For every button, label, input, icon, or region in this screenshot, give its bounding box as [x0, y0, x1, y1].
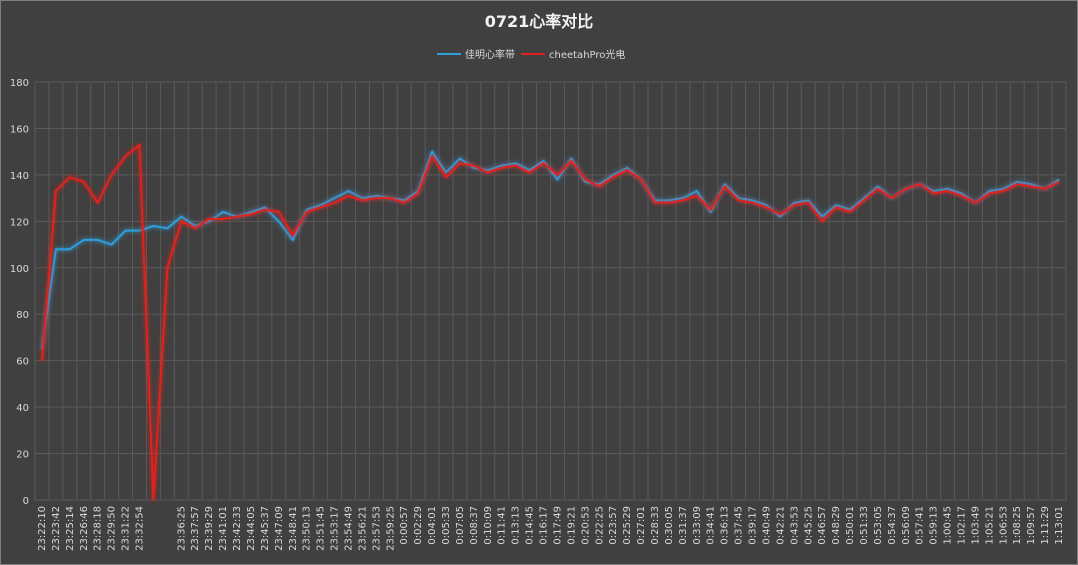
- x-tick-label: 0:56:09: [901, 506, 912, 545]
- x-tick-label: 23:26:46: [79, 506, 90, 551]
- x-tick-label: 0:05:33: [441, 506, 452, 545]
- x-tick-label: 1:06:53: [998, 506, 1009, 545]
- series-line: [41, 143, 1060, 501]
- x-tick-label: 0:25:29: [622, 506, 633, 545]
- x-tick-label: 0:14:45: [525, 506, 536, 545]
- x-tick-label: 0:13:13: [511, 506, 522, 545]
- x-tick-label: 23:54:49: [343, 506, 354, 551]
- y-tick-label: 60: [16, 357, 29, 368]
- x-tick-label: 23:42:33: [232, 506, 243, 551]
- x-tick-label: 1:11:29: [1040, 506, 1051, 545]
- x-tick-label: 0:16:17: [539, 506, 550, 545]
- x-tick-label: 0:04:01: [427, 506, 438, 545]
- x-tick-label: 23:31:22: [121, 506, 132, 551]
- x-tick-label: 23:39:29: [204, 506, 215, 551]
- x-tick-label: 23:22:10: [37, 506, 48, 551]
- x-tick-label: 0:20:53: [580, 506, 591, 545]
- y-tick-label: 0: [23, 496, 29, 507]
- x-tick-label: 0:08:37: [469, 506, 480, 545]
- x-tick-label: 23:51:45: [316, 506, 327, 551]
- x-tick-label: 0:39:17: [748, 506, 759, 545]
- x-tick-label: 23:36:25: [176, 506, 187, 551]
- x-tick-label: 0:48:29: [831, 506, 842, 545]
- x-tick-label: 0:53:05: [873, 506, 884, 545]
- x-tick-label: 0:33:09: [692, 506, 703, 545]
- x-tick-label: 0:51:33: [859, 506, 870, 545]
- x-tick-label: 0:57:41: [915, 506, 926, 545]
- x-tick-label: 0:43:53: [789, 506, 800, 545]
- x-tick-label: 0:10:09: [483, 506, 494, 545]
- x-tick-label: 23:53:17: [330, 506, 341, 551]
- x-tick-label: 0:27:01: [636, 506, 647, 545]
- x-tick-label: 0:22:25: [594, 506, 605, 545]
- x-tick-label: 23:41:01: [218, 506, 229, 551]
- x-tick-label: 23:50:13: [302, 506, 313, 551]
- x-tick-label: 0:19:21: [566, 506, 577, 545]
- legend-label: 佳明心率带: [465, 48, 515, 61]
- x-tick-label: 23:37:57: [190, 506, 201, 551]
- legend-label: cheetahPro光电: [549, 48, 625, 61]
- x-tick-label: 1:02:17: [957, 506, 968, 545]
- x-tick-label: 23:59:25: [385, 506, 396, 551]
- y-tick-label: 160: [10, 124, 29, 135]
- x-tick-label: 23:28:18: [93, 506, 104, 551]
- x-tick-label: 23:48:41: [288, 506, 299, 551]
- x-tick-label: 0:30:05: [664, 506, 675, 545]
- x-tick-label: 23:45:37: [260, 506, 271, 551]
- x-tick-label: 0:36:13: [720, 506, 731, 545]
- x-tick-label: 0:45:25: [803, 506, 814, 545]
- x-tick-label: 0:23:57: [608, 506, 619, 545]
- x-tick-label: 23:56:21: [357, 506, 368, 551]
- y-tick-label: 140: [10, 171, 29, 182]
- x-tick-label: 23:23:42: [51, 506, 62, 551]
- y-tick-label: 100: [10, 264, 29, 275]
- x-tick-label: 0:07:05: [455, 506, 466, 545]
- x-tick-label: 0:02:29: [413, 506, 424, 545]
- x-tick-label: 23:44:05: [246, 506, 257, 551]
- y-tick-label: 20: [16, 450, 29, 461]
- x-tick-label: 1:09:57: [1026, 506, 1037, 545]
- legend: 佳明心率带 cheetahPro光电: [437, 48, 625, 61]
- x-tick-label: 1:05:21: [984, 506, 995, 545]
- x-tick-label: 0:50:01: [845, 506, 856, 545]
- x-tick-label: 0:37:45: [734, 506, 745, 545]
- y-tick-label: 80: [16, 310, 29, 321]
- x-tick-label: 0:17:49: [552, 506, 563, 545]
- x-tick-label: 0:31:37: [678, 506, 689, 545]
- x-tick-label: 1:00:45: [943, 506, 954, 545]
- x-tick-label: 0:00:57: [399, 506, 410, 545]
- x-tick-label: 1:13:01: [1054, 506, 1065, 545]
- x-tick-label: 23:47:09: [274, 506, 285, 551]
- x-tick-label: 0:28:33: [650, 506, 661, 545]
- x-tick-label: 23:29:50: [107, 506, 118, 551]
- x-tick-label: 23:25:14: [65, 506, 76, 551]
- x-tick-label: 0:54:37: [887, 506, 898, 545]
- x-tick-label: 0:34:41: [706, 506, 717, 545]
- x-tick-label: 23:57:53: [371, 506, 382, 551]
- x-tick-label: 0:40:49: [761, 506, 772, 545]
- x-tick-label: 23:32:54: [134, 506, 145, 551]
- chart-title: 0721心率对比: [485, 12, 594, 31]
- y-tick-label: 180: [10, 78, 29, 89]
- x-tick-label: 1:03:49: [970, 506, 981, 545]
- x-tick-label: 1:08:25: [1012, 506, 1023, 545]
- x-tick-label: 0:59:13: [929, 506, 940, 545]
- x-tick-label: 0:42:21: [775, 506, 786, 545]
- x-tick-label: 0:46:57: [817, 506, 828, 545]
- y-tick-label: 120: [10, 217, 29, 228]
- x-tick-label: 0:11:41: [497, 506, 508, 545]
- y-tick-label: 40: [16, 403, 29, 414]
